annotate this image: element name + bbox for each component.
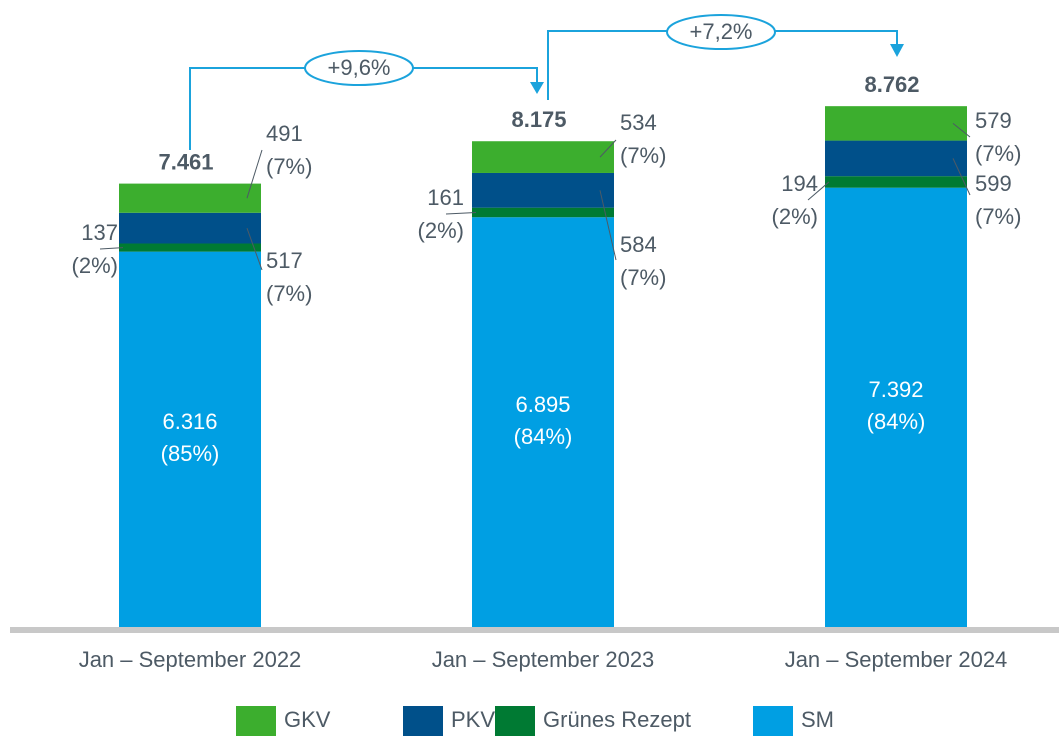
bar-segment (119, 251, 261, 627)
share-label: (2%) (72, 253, 118, 278)
legend-swatch (753, 706, 793, 736)
legend-label: SM (801, 707, 834, 732)
bar-segment (472, 217, 614, 628)
arrow (530, 82, 544, 94)
growth-connectors (189, 14, 904, 150)
value-label: 6.316 (162, 409, 217, 434)
bar-segment (119, 212, 261, 244)
leader-line (246, 149, 263, 199)
bar-segment (825, 176, 967, 188)
value-label: 584 (620, 232, 657, 257)
value-label: 517 (266, 248, 303, 273)
leader-line (445, 211, 477, 215)
total-label: 7.461 (158, 149, 213, 174)
legend-label: Grünes Rezept (543, 707, 691, 732)
bar-segment (472, 172, 614, 208)
annotation: +9,6% (328, 55, 391, 80)
leader-line (807, 181, 830, 201)
share-label: (85%) (161, 441, 220, 466)
bar-segment (825, 106, 967, 141)
x-tick-label: Jan – September 2024 (785, 647, 1008, 672)
value-label: 7.392 (868, 377, 923, 402)
bar-segment (825, 140, 967, 177)
leader-line (599, 139, 617, 158)
annotation-bubble (666, 14, 776, 50)
bar-segment (472, 207, 614, 218)
share-label: (2%) (772, 204, 818, 229)
value-label: 194 (781, 171, 818, 196)
share-label: (84%) (867, 409, 926, 434)
bar-segment (119, 183, 261, 213)
leader-line (952, 122, 971, 138)
annotation: +7,2% (690, 19, 753, 44)
legend-swatch (403, 706, 443, 736)
leader-line (246, 227, 263, 271)
bar-segment (119, 243, 261, 252)
annotation-bubble (304, 50, 414, 86)
leader-line (599, 190, 617, 261)
legend-swatch (236, 706, 276, 736)
x-tick-label: Jan – September 2022 (79, 647, 302, 672)
total-label: 8.175 (511, 107, 566, 132)
leader-line (952, 158, 971, 196)
value-label: 161 (427, 185, 464, 210)
total-label: 8.762 (864, 72, 919, 97)
x-tick-label: Jan – September 2023 (432, 647, 655, 672)
bar-segment (472, 141, 614, 173)
arrow (890, 44, 904, 57)
value-label: 137 (81, 220, 118, 245)
share-label: (7%) (620, 265, 666, 290)
legend-swatch (495, 706, 535, 736)
bar-segment (825, 187, 967, 628)
share-label: (7%) (975, 141, 1021, 166)
share-label: (2%) (418, 218, 464, 243)
share-label: (7%) (975, 204, 1021, 229)
value-label: 579 (975, 108, 1012, 133)
share-label: (84%) (514, 424, 573, 449)
share-label: (7%) (266, 281, 312, 306)
share-label: (7%) (266, 154, 312, 179)
value-label: 6.895 (515, 392, 570, 417)
value-label: 534 (620, 110, 657, 135)
legend-label: GKV (284, 707, 331, 732)
value-label: 491 (266, 121, 303, 146)
value-label: 599 (975, 171, 1012, 196)
leader-line (99, 247, 124, 250)
share-label: (7%) (620, 143, 666, 168)
legend-label: PKV (451, 707, 495, 732)
